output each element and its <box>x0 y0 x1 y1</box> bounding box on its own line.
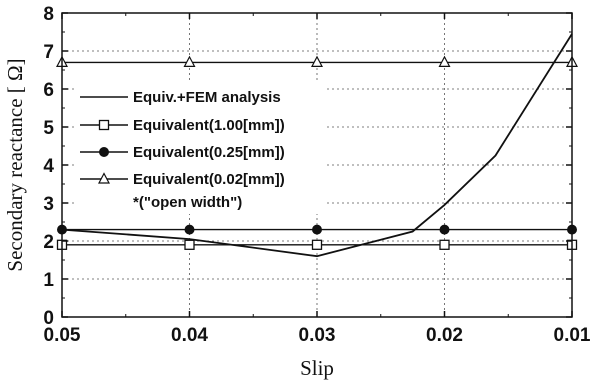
legend-note: *("open width") <box>133 194 242 211</box>
x-tick-label: 0.05 <box>44 325 81 346</box>
x-tick-label: 0.04 <box>171 325 208 346</box>
legend-background <box>74 82 324 214</box>
point-marker-triangle <box>183 55 196 68</box>
x-tick-label: 0.01 <box>554 325 591 346</box>
y-tick-label: 3 <box>43 194 54 215</box>
y-tick-label: 5 <box>43 118 54 139</box>
point-marker-triangle <box>438 55 451 68</box>
point-marker-square <box>98 119 110 131</box>
point-marker-circle <box>184 224 195 235</box>
point-marker-square <box>184 239 195 250</box>
series-0 <box>61 33 573 258</box>
y-tick-label: 1 <box>43 270 54 291</box>
legend-label: Equivalent(0.25[mm]) <box>133 144 285 161</box>
y-tick-label: 8 <box>43 4 54 25</box>
x-tick-label: 0.02 <box>426 325 463 346</box>
legend-label: Equiv.+FEM analysis <box>133 89 281 106</box>
series-1 <box>56 239 578 250</box>
point-marker-circle <box>439 224 450 235</box>
legend-label: Equivalent(1.00[mm]) <box>133 117 285 134</box>
point-marker-triangle <box>311 55 323 68</box>
point-marker-square <box>439 239 450 250</box>
legend-label: Equivalent(0.02[mm]) <box>133 171 285 188</box>
series-3 <box>56 55 578 68</box>
legend: Equiv.+FEM analysis Equivalent(1.00[mm]) E… <box>74 82 324 214</box>
y-tick-label: 4 <box>43 156 54 177</box>
series-2 <box>57 224 577 235</box>
y-tick-label: 6 <box>43 80 54 101</box>
y-tick-label: 2 <box>43 232 54 253</box>
y-tick-label: 0 <box>43 308 54 329</box>
x-axis-title: Slip <box>300 356 334 380</box>
point-marker-triangle <box>98 172 110 184</box>
y-axis-title: Secondary reactance [ Ω] <box>3 58 27 271</box>
point-marker-square <box>311 239 323 250</box>
series-line <box>61 33 573 258</box>
y-tick-label: 7 <box>43 42 54 63</box>
x-tick-label: 0.03 <box>299 325 336 346</box>
point-marker-circle <box>312 224 322 235</box>
point-marker-circle <box>99 147 109 157</box>
ticks: 0 1 2 3 4 5 6 7 8 0.05 0.04 0.03 0.02 0.01 <box>43 4 590 346</box>
